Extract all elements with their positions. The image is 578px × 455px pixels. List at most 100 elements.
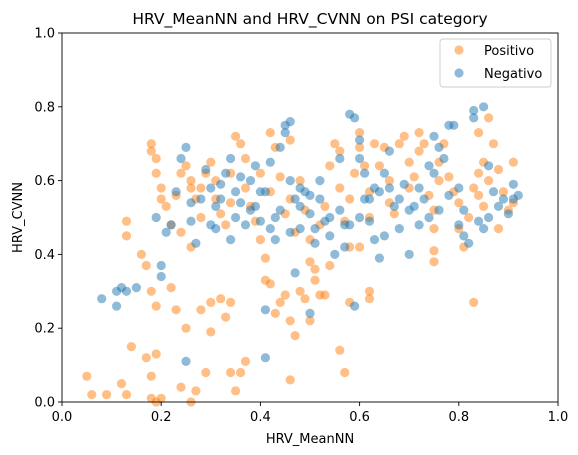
point-negativo-14 (156, 271, 166, 282)
point-positivo-57 (364, 294, 375, 304)
point-positivo-24 (226, 297, 236, 307)
point-positivo-7 (146, 371, 156, 381)
point-positivo-60 (146, 146, 156, 156)
point-positivo-18 (196, 305, 206, 315)
point-negativo-43 (275, 142, 285, 152)
y-tick-label-3: 0.6 (34, 174, 55, 189)
point-positivo-156 (493, 224, 504, 234)
point-negativo-87 (449, 120, 459, 130)
point-positivo-69 (181, 161, 191, 171)
point-negativo-55 (315, 194, 325, 204)
point-positivo-1 (87, 390, 97, 400)
point-positivo-6 (141, 353, 151, 363)
point-negativo-130 (434, 205, 444, 215)
point-negativo-114 (285, 227, 295, 237)
legend-marker-negativo (454, 68, 464, 78)
point-negativo-19 (181, 142, 191, 152)
point-negativo-36 (250, 161, 260, 171)
x-axis-title: HRV_MeanNN (266, 432, 354, 447)
point-negativo-5 (131, 283, 141, 293)
point-positivo-74 (196, 183, 206, 193)
point-positivo-80 (221, 220, 231, 230)
point-negativo-123 (369, 183, 380, 193)
point-negativo-21 (186, 216, 196, 226)
point-positivo-4 (121, 390, 132, 400)
point-positivo-146 (464, 212, 474, 223)
point-negativo-42 (270, 235, 280, 245)
point-positivo-73 (196, 212, 206, 223)
point-positivo-113 (350, 168, 360, 178)
chart-title: HRV_MeanNN and HRV_CVNN on PSI category (132, 10, 487, 29)
point-positivo-17 (191, 386, 201, 396)
point-negativo-72 (379, 168, 389, 178)
point-positivo-46 (300, 294, 310, 304)
point-negativo-106 (206, 220, 216, 230)
point-positivo-103 (305, 257, 315, 267)
point-negativo-46 (285, 117, 295, 127)
legend-label-positivo: Positivo (484, 44, 534, 59)
point-negativo-95 (479, 224, 489, 234)
point-negativo-90 (459, 231, 469, 241)
point-positivo-162 (474, 128, 484, 138)
point-positivo-33 (136, 249, 146, 259)
point-positivo-15 (181, 323, 191, 333)
point-positivo-12 (166, 283, 176, 293)
point-positivo-61 (151, 153, 161, 164)
point-negativo-129 (424, 161, 434, 171)
point-negativo-124 (379, 231, 389, 241)
point-negativo-94 (474, 216, 484, 226)
point-negativo-98 (484, 212, 494, 223)
point-positivo-84 (236, 139, 246, 149)
point-positivo-13 (171, 305, 181, 315)
point-positivo-95 (275, 172, 285, 182)
point-negativo-132 (454, 220, 464, 230)
point-positivo-3 (116, 379, 127, 389)
point-negativo-83 (429, 131, 439, 141)
point-positivo-53 (340, 367, 350, 378)
point-negativo-41 (270, 212, 280, 223)
point-positivo-97 (285, 135, 295, 145)
y-axis-title: HRV_CVNN (11, 182, 26, 253)
y-tick-label-4: 0.8 (34, 100, 55, 115)
point-positivo-127 (404, 157, 414, 167)
point-positivo-125 (394, 139, 404, 149)
point-positivo-48 (310, 275, 320, 285)
y-axis: 0.0 0.2 0.4 0.6 0.8 1.0 (34, 27, 62, 411)
point-negativo-16 (166, 220, 176, 230)
point-positivo-22 (216, 294, 226, 304)
point-positivo-153 (484, 176, 494, 186)
point-negativo-89 (459, 205, 469, 215)
point-negativo-8 (260, 305, 270, 315)
point-negativo-25 (206, 183, 216, 193)
point-positivo-131 (414, 128, 424, 138)
point-negativo-112 (265, 224, 275, 234)
point-positivo-2 (102, 390, 112, 400)
point-negativo-40 (265, 157, 275, 167)
point-negativo-76 (399, 179, 409, 189)
point-negativo-131 (444, 190, 454, 200)
point-positivo-14 (176, 382, 186, 392)
point-negativo-17 (171, 187, 181, 197)
point-negativo-84 (434, 142, 444, 152)
point-negativo-49 (295, 201, 305, 211)
point-negativo-58 (330, 249, 340, 259)
point-negativo-96 (479, 102, 489, 112)
point-positivo-59 (146, 139, 156, 149)
point-positivo-63 (156, 183, 166, 193)
point-positivo-83 (231, 131, 241, 141)
point-negativo-99 (488, 187, 499, 197)
point-positivo-51 (325, 260, 335, 271)
point-positivo-152 (479, 201, 489, 211)
point-negativo-4 (121, 286, 132, 296)
point-negativo-31 (231, 187, 241, 197)
point-positivo-11 (156, 393, 166, 403)
x-tick-label-0: 0.0 (52, 410, 73, 425)
point-negativo-26 (211, 201, 221, 211)
point-positivo-21 (206, 327, 216, 337)
point-negativo-28 (216, 179, 226, 189)
point-positivo-5 (126, 342, 136, 352)
point-negativo-73 (384, 146, 394, 156)
point-negativo-127 (404, 205, 414, 215)
point-positivo-26 (231, 386, 241, 396)
point-positivo-43 (285, 375, 295, 385)
